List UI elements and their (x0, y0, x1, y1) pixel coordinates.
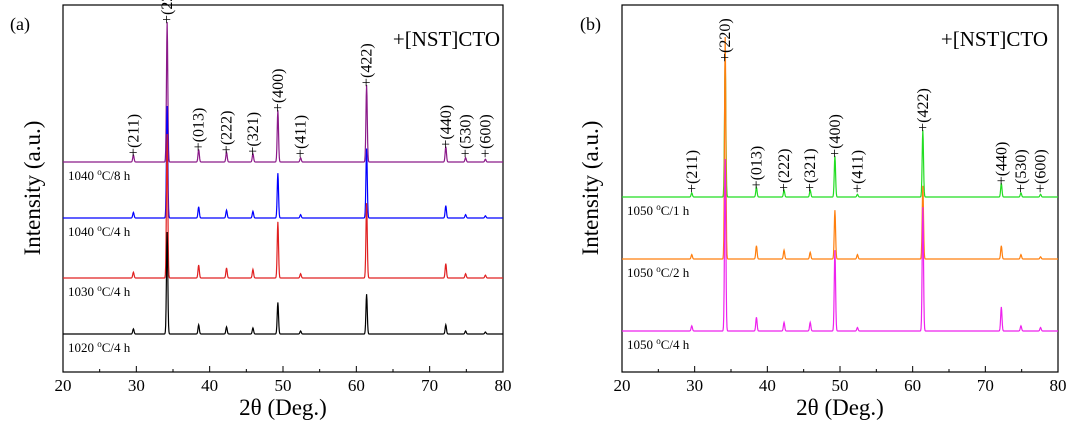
x-axis-title: 2θ (Deg.) (796, 395, 884, 420)
peak-label: +(013) (748, 146, 765, 190)
peak-label: +(400) (270, 69, 287, 113)
x-tick-label: 80 (495, 376, 512, 395)
x-tick-label: 40 (201, 376, 218, 395)
series-label: 1040 oC/4 h (68, 223, 131, 239)
x-tick-label: 30 (686, 376, 703, 395)
peak-label: +(422) (915, 88, 932, 132)
y-axis-title: Intensity (a.u.) (578, 121, 603, 256)
peak-label: +(440) (438, 105, 455, 149)
peak-label: +(211) (684, 150, 701, 193)
panel-a: 20 30 40 50 60 70 80 2θ (Deg.) Intensity (a.u.) (… (10, 0, 512, 420)
peak-label: +(220) (159, 0, 176, 24)
series-label: 1050 oC/1 h (627, 202, 690, 218)
plot-frame (62, 4, 504, 373)
peak-label: +(222) (219, 111, 236, 155)
series-trace (63, 231, 503, 335)
y-axis-title: Intensity (a.u.) (20, 121, 45, 256)
series-label: 1020 oC/4 h (68, 339, 131, 355)
peak-label: +(411) (293, 115, 310, 158)
x-tick-label: 70 (421, 376, 438, 395)
peak-label: +(440) (993, 142, 1010, 186)
panel-label: (a) (10, 14, 30, 35)
series-label: 1050 oC/2 h (627, 264, 690, 280)
peak-label: +(321) (245, 112, 262, 156)
series-trace (622, 59, 1058, 198)
x-tick-label: 70 (977, 376, 994, 395)
peak-label: +(220) (717, 18, 734, 62)
panel-label: (b) (580, 14, 601, 35)
peak-label: +(211) (125, 114, 142, 157)
x-tick-label: 20 (55, 376, 72, 395)
peak-label: +(013) (191, 108, 208, 152)
legend-text: +[NST]CTO (941, 27, 1048, 51)
peak-label: +(321) (802, 148, 819, 192)
peak-label: +(600) (1033, 149, 1050, 193)
series-trace (63, 105, 503, 219)
series-label: 1030 oC/4 h (68, 283, 131, 299)
x-tick-label: 50 (832, 376, 849, 395)
series-label: 1050 oC/4 h (627, 336, 690, 352)
peak-label: +(530) (1013, 149, 1030, 193)
x-tick-label: 80 (1050, 376, 1067, 395)
series-trace (622, 36, 1058, 260)
x-tick-label: 30 (128, 376, 145, 395)
x-axis-title: 2θ (Deg.) (239, 395, 327, 420)
x-tick-label: 60 (348, 376, 365, 395)
x-tick-label: 60 (904, 376, 921, 395)
x-tick-label: 50 (275, 376, 292, 395)
x-tick-label: 20 (614, 376, 631, 395)
peak-label: +(222) (776, 148, 793, 192)
series-trace (63, 21, 503, 163)
series-trace (622, 158, 1058, 332)
peak-label: +(600) (477, 114, 494, 158)
peak-label: +(422) (359, 43, 376, 87)
peak-label: +(400) (827, 114, 844, 158)
x-tick-label: 40 (759, 376, 776, 395)
peak-label: +(411) (849, 150, 866, 193)
peak-label: +(530) (458, 114, 475, 158)
series-trace (63, 133, 503, 279)
legend-text: +[NST]CTO (393, 27, 500, 51)
series-label: 1040 oC/8 h (68, 167, 131, 183)
panel-b: 20 30 40 50 60 70 80 2θ (Deg.) Intensity (a.u.) (… (578, 4, 1067, 420)
